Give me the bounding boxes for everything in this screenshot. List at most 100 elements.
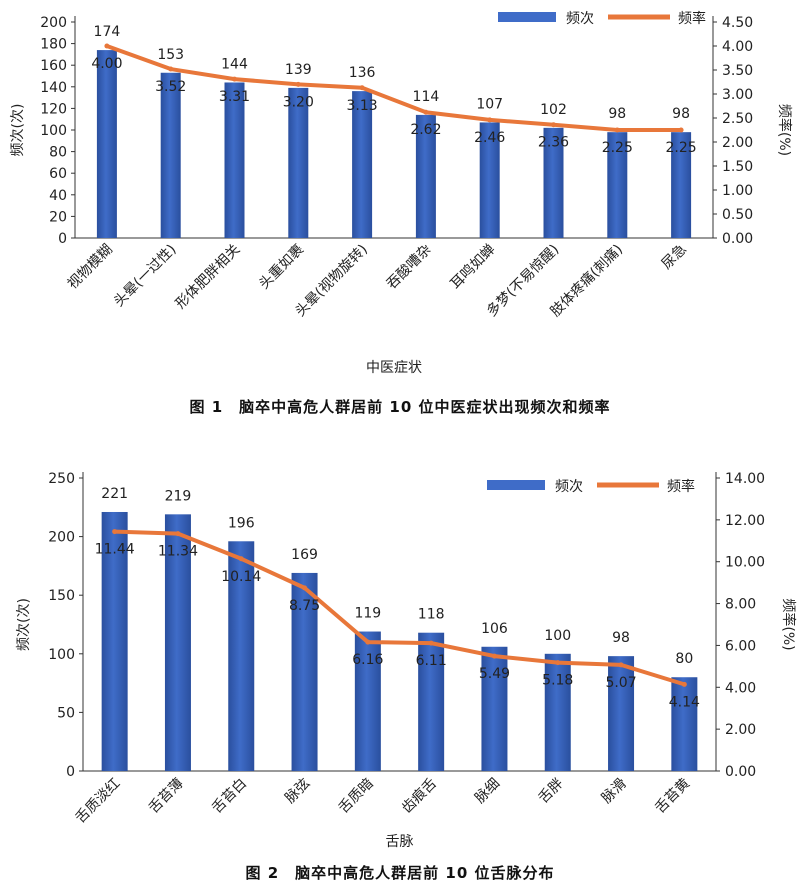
bar-9 xyxy=(607,132,628,238)
line-point-6 xyxy=(428,640,434,646)
line-point-8 xyxy=(555,660,561,666)
line-point-4 xyxy=(302,585,308,591)
y2-tick-label: 10.00 xyxy=(725,555,765,571)
line-value-label: 2.25 xyxy=(602,140,633,156)
bar-value-label: 169 xyxy=(291,547,318,563)
bar-value-label: 102 xyxy=(540,102,567,118)
y-tick-label: 100 xyxy=(40,123,67,139)
y-axis-title: 频次(次) xyxy=(16,598,32,651)
bar-value-label: 100 xyxy=(544,628,571,644)
category-label: 脉弦 xyxy=(282,776,313,807)
line-value-label: 11.34 xyxy=(158,544,198,560)
bar-value-label: 98 xyxy=(612,630,630,646)
bar-value-label: 98 xyxy=(672,106,690,122)
category-label: 视物模糊 xyxy=(65,242,116,293)
y-tick-label: 200 xyxy=(48,530,75,546)
category-label: 舌质淡红 xyxy=(73,776,124,827)
line-value-label: 6.11 xyxy=(416,653,447,669)
y2-tick-label: 8.00 xyxy=(725,597,756,613)
legend-swatch-bar xyxy=(498,12,556,22)
bar-5 xyxy=(352,91,373,239)
figure-caption: 图 1 脑卒中高危人群居前 10 位中医症状出现频次和频率 xyxy=(190,398,611,416)
category-label: 舌苔薄 xyxy=(145,775,187,817)
bar-3 xyxy=(228,541,255,771)
bar-value-label: 114 xyxy=(413,89,440,105)
bar-8 xyxy=(543,127,564,238)
bar-1 xyxy=(96,50,117,238)
y2-tick-label: 1.50 xyxy=(722,159,753,175)
bar-value-label: 118 xyxy=(418,607,445,623)
y-tick-label: 80 xyxy=(49,145,67,161)
line-value-label: 3.31 xyxy=(219,89,250,105)
line-point-3 xyxy=(238,556,244,562)
legend-label-line: 频率 xyxy=(678,10,706,27)
y-tick-label: 0 xyxy=(58,231,67,247)
bar-4 xyxy=(291,572,318,771)
y2-tick-label: 3.50 xyxy=(722,63,753,79)
category-label: 齿痕舌 xyxy=(399,776,440,817)
bar-2 xyxy=(164,514,191,771)
y2-tick-label: 1.00 xyxy=(722,183,753,199)
category-label: 耳鸣如蝉 xyxy=(447,241,499,293)
line-point-5 xyxy=(365,639,371,645)
line-point-1 xyxy=(104,43,110,49)
line-value-label: 2.62 xyxy=(410,122,441,138)
category-label: 吞酸嘈杂 xyxy=(384,242,435,293)
bar-9 xyxy=(608,656,635,771)
legend-label-bar: 频次 xyxy=(566,11,594,27)
y2-tick-label: 2.50 xyxy=(722,111,753,127)
line-value-label: 5.18 xyxy=(542,673,573,689)
line-point-3 xyxy=(232,76,237,82)
line-point-1 xyxy=(112,529,118,535)
y-tick-label: 200 xyxy=(40,15,67,31)
y-tick-label: 150 xyxy=(48,588,75,604)
bar-3 xyxy=(224,82,245,238)
bar-6 xyxy=(415,114,436,238)
line-point-2 xyxy=(168,66,174,72)
line-point-5 xyxy=(359,85,365,91)
y-tick-label: 100 xyxy=(48,647,75,663)
y-tick-label: 180 xyxy=(40,37,67,53)
y2-tick-label: 2.00 xyxy=(725,722,756,738)
y2-tick-label: 0.50 xyxy=(722,207,753,223)
line-point-9 xyxy=(618,662,624,668)
y2-tick-label: 6.00 xyxy=(725,638,756,654)
y2-tick-label: 3.00 xyxy=(722,87,753,103)
line-value-label: 4.14 xyxy=(669,694,700,710)
line-value-label: 5.07 xyxy=(605,675,636,691)
x-axis-title: 中医症状 xyxy=(366,360,422,376)
bar-1 xyxy=(101,511,128,771)
y-tick-label: 120 xyxy=(40,101,67,117)
y2-axis-title: 频率(%) xyxy=(780,598,797,650)
line-point-10 xyxy=(681,681,687,687)
figure-caption: 图 2 脑卒中高危人群居前 10 位舌脉分布 xyxy=(246,864,555,882)
line-point-4 xyxy=(295,81,301,87)
frequency-line xyxy=(112,529,687,687)
y2-tick-label: 12.00 xyxy=(725,513,765,529)
bar-value-label: 174 xyxy=(94,24,121,40)
category-label: 头重如裹 xyxy=(256,242,307,293)
line-value-label: 8.75 xyxy=(289,598,320,614)
line-point-8 xyxy=(551,122,556,128)
y2-axis-title: 频率(%) xyxy=(776,104,793,156)
bar-value-label: 144 xyxy=(221,56,248,72)
y-tick-label: 160 xyxy=(40,58,67,74)
line-value-label: 3.52 xyxy=(155,79,186,95)
line-value-label: 2.36 xyxy=(538,135,569,151)
bar-value-label: 107 xyxy=(476,96,503,112)
legend: 频次 频率 xyxy=(487,478,695,495)
line-point-9 xyxy=(614,127,620,133)
x-axis-title: 舌脉 xyxy=(386,834,414,850)
y-tick-label: 50 xyxy=(57,705,75,721)
bar-10 xyxy=(671,132,692,238)
category-label: 尿急 xyxy=(659,242,690,273)
y2-tick-label: 4.00 xyxy=(722,39,753,55)
category-label: 舌质暗 xyxy=(336,776,377,817)
line-value-label: 5.49 xyxy=(479,666,510,682)
bar-6 xyxy=(418,632,445,771)
y2-tick-label: 2.00 xyxy=(722,135,753,151)
line-point-7 xyxy=(491,653,497,659)
legend-swatch-bar xyxy=(487,480,545,490)
y-tick-label: 250 xyxy=(48,471,75,487)
y2-tick-label: 0.00 xyxy=(722,231,753,247)
